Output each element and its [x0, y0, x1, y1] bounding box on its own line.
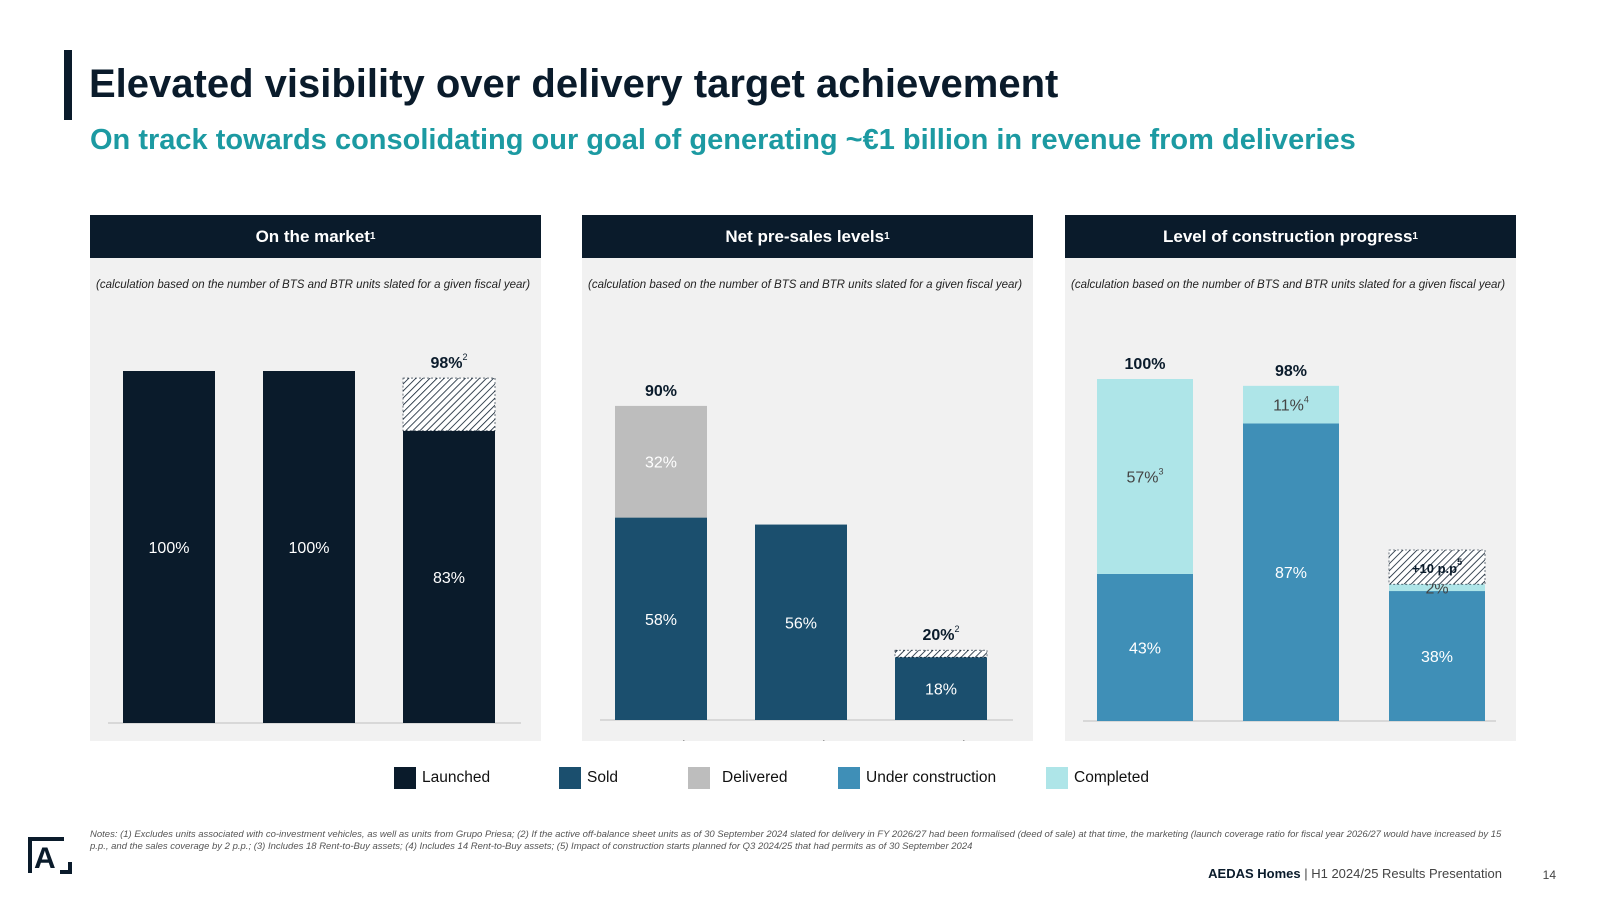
panel-title: Level of construction progress: [1163, 226, 1413, 246]
data-label: 11%4: [1273, 395, 1309, 415]
legend: Launched Sold Delivered Under constructi…: [0, 767, 1600, 791]
panel-title-footnote: 1: [1412, 231, 1418, 242]
footer-text: | H1 2024/25 Results Presentation: [1300, 866, 1502, 881]
panel-header: Net pre-sales levels 1: [582, 215, 1033, 258]
legend-swatch: [1046, 767, 1068, 789]
legend-label: Delivered: [722, 769, 788, 786]
bar-segment: [403, 430, 495, 723]
data-label: 87%: [1275, 565, 1307, 582]
chart-area: (calculation based on the number of BTS …: [582, 258, 1033, 741]
bar-segment: [1243, 423, 1339, 721]
x-tick-label: FY 2025/26: [1250, 740, 1333, 741]
data-label: 43%: [1129, 640, 1161, 657]
footer-brand: AEDAS Homes: [1208, 866, 1301, 881]
page-title: Elevated visibility over delivery target…: [89, 62, 1059, 106]
legend-swatch: [838, 767, 860, 789]
panel-header: Level of construction progress 1: [1065, 215, 1516, 258]
x-tick-label: FY 2026/27: [1396, 740, 1479, 741]
aedas-logo-letter: A: [34, 842, 56, 875]
bar-segment: [1097, 573, 1193, 721]
data-label: 100%: [149, 540, 190, 557]
data-label: +10 p.p5: [1412, 557, 1462, 576]
panel-net-pre-sales: Net pre-sales levels 1 (calculation based…: [582, 215, 1033, 741]
panel-note: (calculation based on the number of BTS …: [588, 279, 1023, 291]
legend-swatch: [688, 767, 710, 789]
panel-on-the-market: On the market 1 (calculation based on the…: [90, 215, 541, 741]
page-subtitle: On track towards consolidating our goal …: [90, 124, 1356, 156]
chart-on-the-market: 100%100%83%98%2FY 2024/25FY 2025/26FY 20…: [108, 352, 521, 724]
panel-title-footnote: 1: [884, 231, 890, 242]
legend-label: Completed: [1074, 769, 1149, 786]
aedas-logo-corner-icon: [60, 862, 72, 874]
x-tick-label: FY 2025/26: [760, 739, 843, 741]
footnotes: Notes: (1) Excludes units associated wit…: [90, 829, 1502, 852]
data-label: 2%: [1425, 581, 1448, 598]
aedas-logo-icon: [28, 837, 64, 873]
bar-segment: [123, 371, 215, 723]
legend-label: Sold: [587, 769, 619, 786]
bar-segment: [615, 517, 707, 720]
legend-item-under-construction: Under construction: [838, 767, 996, 789]
data-label: 100%: [289, 540, 330, 557]
bar-segment: [1389, 584, 1485, 592]
data-label: 32%: [645, 455, 677, 472]
bar-segment: [615, 405, 707, 518]
page-number: 14: [1542, 868, 1556, 882]
panel-title: Net pre-sales levels: [725, 226, 885, 246]
legend-label: Launched: [422, 769, 491, 786]
legend-item-launched: Launched: [394, 767, 490, 789]
data-label: 18%: [925, 682, 957, 699]
total-label: 90%: [645, 383, 677, 400]
data-label: 56%: [785, 615, 817, 632]
bar-segment: [402, 377, 496, 432]
panel-construction-progress: Level of construction progress 1 (calcula…: [1065, 215, 1516, 741]
bar-segment: [263, 371, 355, 723]
legend-item-delivered: Delivered: [688, 767, 787, 789]
bar-segment: [755, 524, 847, 720]
bar-segment: [894, 649, 988, 658]
chart-area: (calculation based on the number of BTS …: [1065, 258, 1516, 741]
footer: AEDAS Homes | H1 2024/25 Results Present…: [1208, 866, 1502, 881]
bar-segment: [895, 657, 987, 720]
total-label: 100%: [1125, 356, 1166, 373]
legend-item-completed: Completed: [1046, 767, 1149, 789]
legend-item-sold: Sold: [559, 767, 618, 789]
total-label: 98%: [1275, 363, 1307, 380]
panel-note: (calculation based on the number of BTS …: [96, 279, 531, 291]
chart-net-pre-sales: 58% 32% 56% 18% 90% 20%2 FY 2024/25 FY 2025/26 F…: [600, 383, 1013, 741]
chart-area: (calculation based on the number of BTS …: [90, 258, 541, 741]
data-label: 83%: [433, 570, 465, 587]
data-label: 38%: [1421, 649, 1453, 666]
total-label: 20%2: [922, 624, 959, 644]
title-accent-bar: [64, 50, 72, 120]
panel-header: On the market 1: [90, 215, 541, 258]
bar-segment: [1389, 591, 1485, 721]
data-label: 58%: [645, 612, 677, 629]
panel-title: On the market: [255, 226, 370, 246]
x-tick-label: FY 2024/25: [1104, 740, 1187, 741]
panel-note: (calculation based on the number of BTS …: [1071, 279, 1506, 291]
total-label: 98%2: [430, 352, 467, 372]
chart-construction-progress: 43% 57%3 87% 11%4 38% 2% +10 p.p5 100% 98% FY 202…: [1083, 356, 1496, 741]
bar-segment: [1243, 385, 1339, 424]
legend-swatch: [559, 767, 581, 789]
x-tick-label: FY 2026/27: [900, 739, 983, 741]
bar-segment: [1097, 379, 1193, 574]
bar-segment: [1388, 549, 1486, 585]
data-label: 57%3: [1126, 466, 1163, 486]
x-tick-label: FY 2024/25: [620, 739, 703, 741]
panel-title-footnote: 1: [369, 231, 376, 242]
legend-swatch: [394, 767, 416, 789]
legend-label: Under construction: [866, 769, 997, 786]
